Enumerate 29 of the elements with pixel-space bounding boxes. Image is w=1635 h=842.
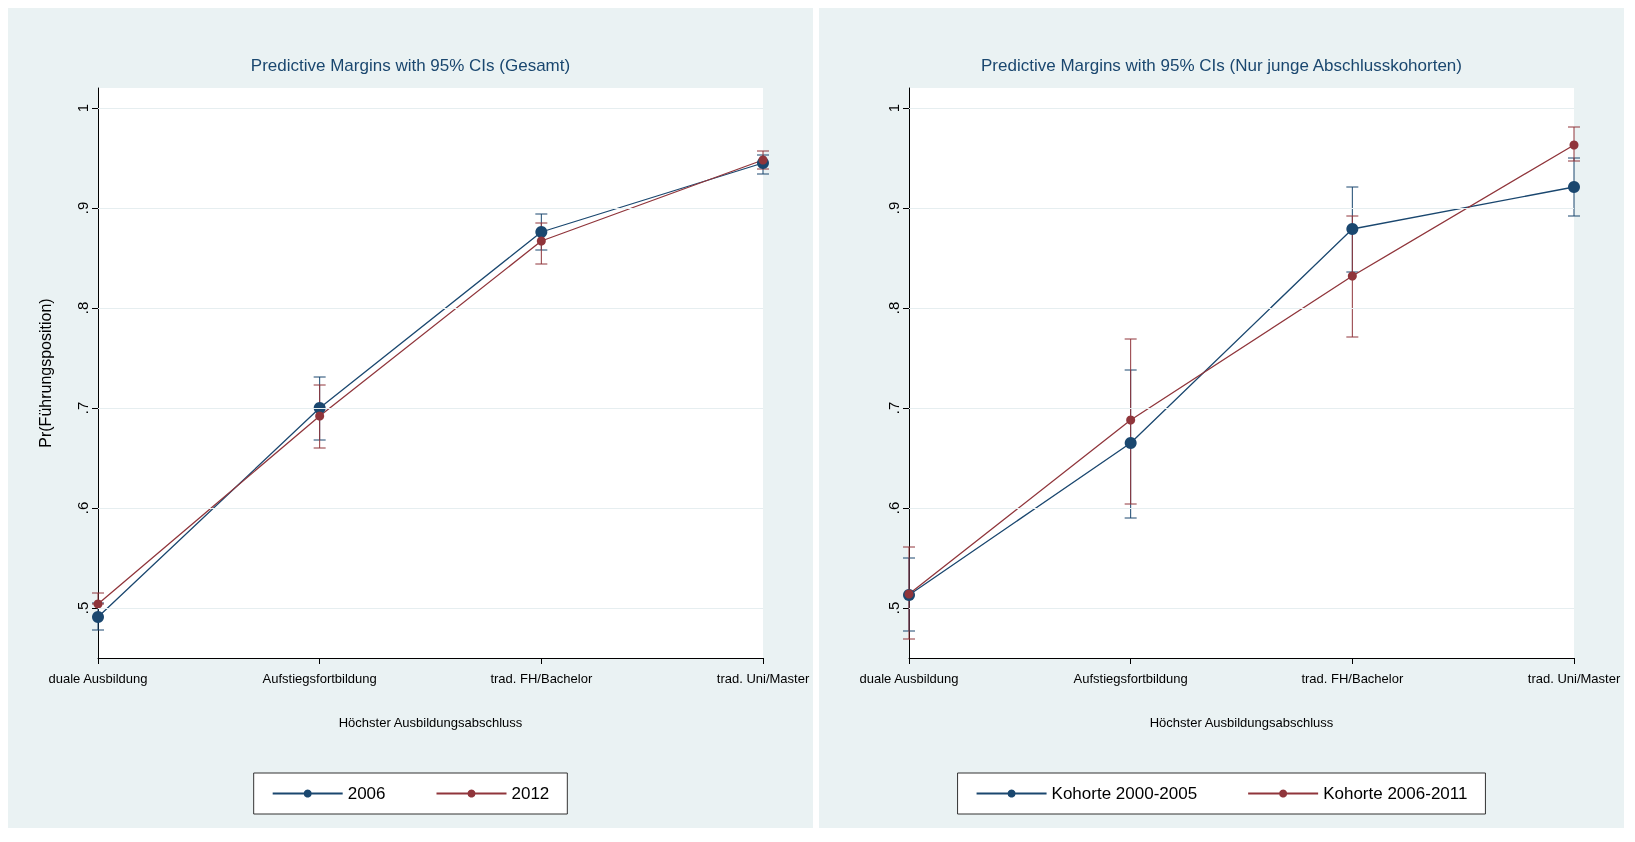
chart-title: Predictive Margins with 95% CIs (Gesamt) (250, 56, 571, 75)
x-tick-label: duale Ausbildung (48, 671, 148, 686)
legend-label: 2006 (347, 784, 386, 803)
y-tick-label: .5 (885, 601, 902, 615)
y-tick-label: .8 (885, 301, 902, 315)
y-tick-label: .8 (74, 301, 91, 315)
y-tick-label: 1 (74, 103, 91, 113)
y-tick-label: .7 (74, 401, 91, 415)
y-tick-label: 1 (885, 103, 902, 113)
legend-label: 2012 (511, 784, 550, 803)
legend-label: Kohorte 2006-2011 (1323, 784, 1468, 803)
x-tick-label: trad. FH/Bachelor (1301, 671, 1404, 686)
x-tick-label: trad. Uni/Master (1527, 671, 1621, 686)
x-axis-title: Höchster Ausbildungsabschluss (338, 715, 523, 730)
y-tick-label: .7 (885, 401, 902, 415)
y-tick-label: .6 (74, 501, 91, 515)
legend-label: Kohorte 2000-2005 (1051, 784, 1198, 803)
x-tick-label: Aufstiegsfortbildung (1073, 671, 1188, 686)
y-axis-title: Pr(Führungsposition) (36, 298, 54, 448)
chart-title: Predictive Margins with 95% CIs (Nur junge Abschlusskohorten) (981, 56, 1462, 75)
y-tick-label: .5 (74, 601, 91, 615)
x-tick-label: duale Ausbildung (859, 671, 959, 686)
y-tick-label: .9 (74, 201, 91, 215)
y-tick-label: .6 (885, 501, 902, 515)
x-axis-title: Höchster Ausbildungsabschluss (1149, 715, 1334, 730)
y-tick-label: .9 (885, 201, 902, 215)
x-tick-label: Aufstiegsfortbildung (262, 671, 377, 686)
x-tick-label: trad. FH/Bachelor (490, 671, 593, 686)
x-tick-label: trad. Uni/Master (716, 671, 810, 686)
